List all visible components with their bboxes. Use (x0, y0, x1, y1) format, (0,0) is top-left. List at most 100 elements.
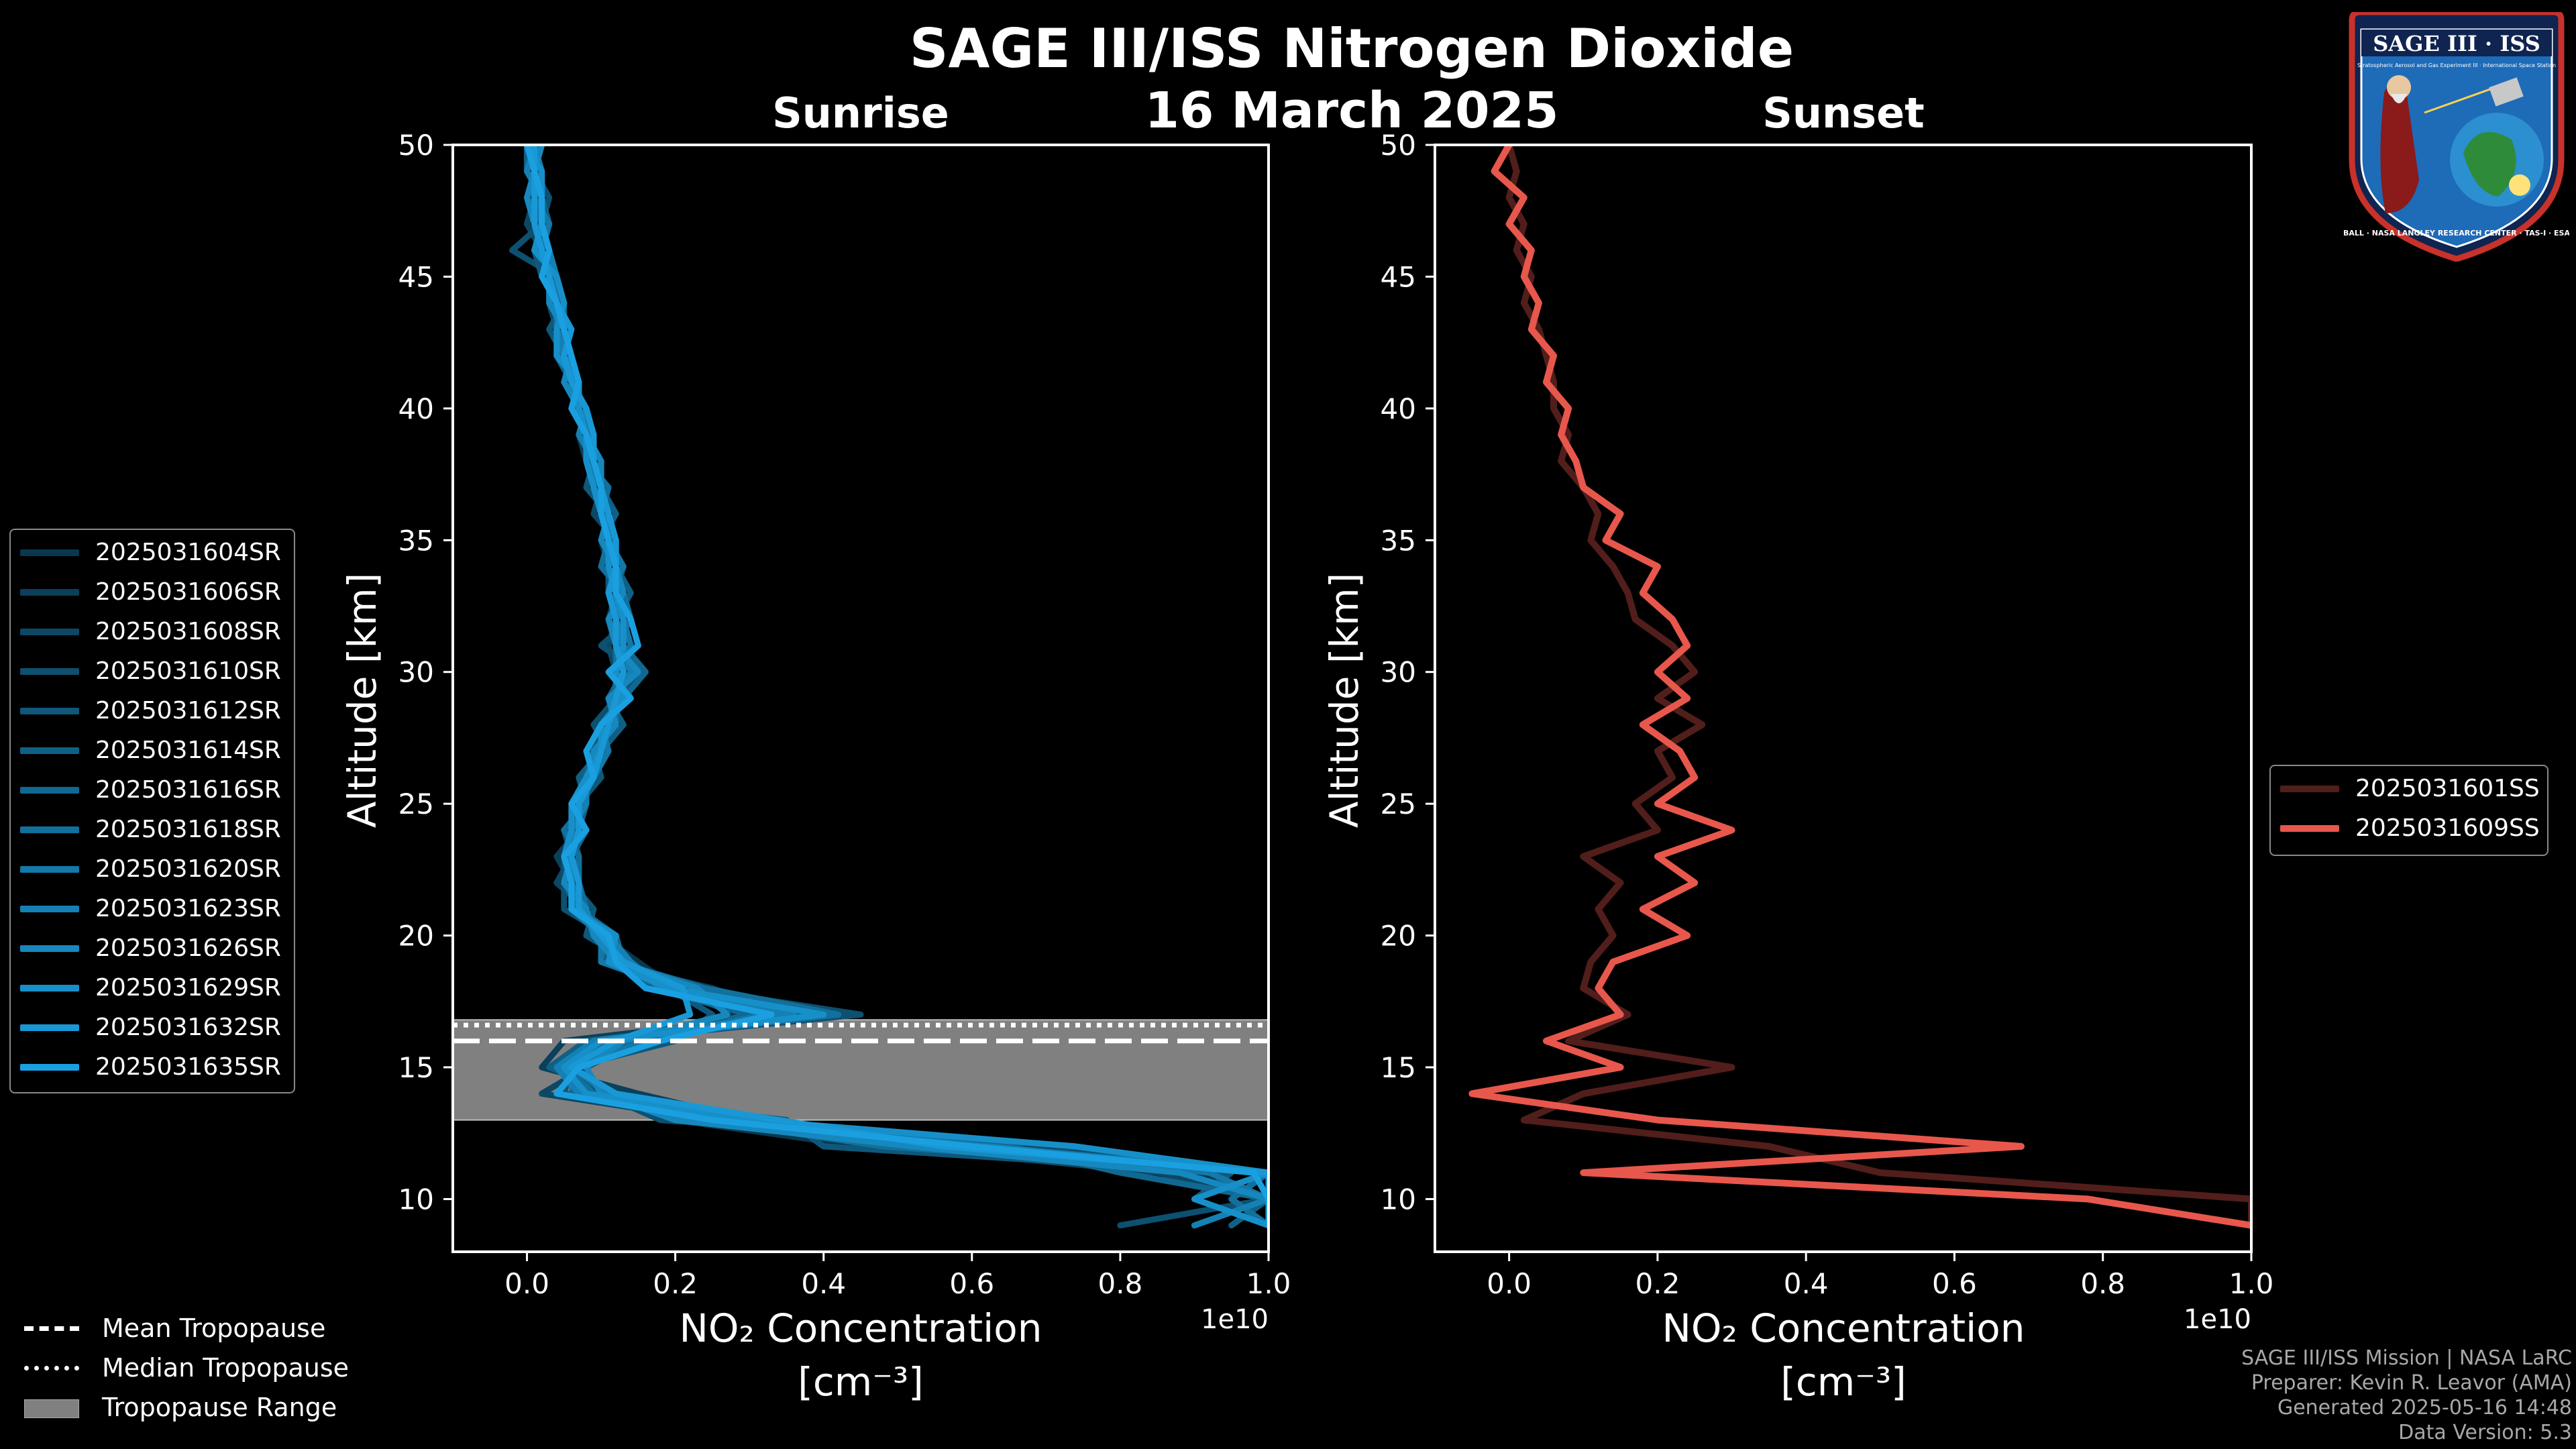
legend-tropopause-range: Tropopause Range (24, 1387, 349, 1427)
legend-label: 2025031620SR (95, 855, 281, 883)
y-tick-label: 35 (398, 524, 434, 557)
sunset-axes-frame (1434, 144, 2253, 1253)
y-tick-label: 40 (398, 392, 434, 425)
legend-swatch (20, 1063, 79, 1071)
legend-label: 2025031608SR (95, 618, 281, 645)
mean-tropopause-label: Mean Tropopause (102, 1313, 326, 1343)
legend-entry-2025031610SR: 2025031610SR (11, 651, 294, 691)
legend-label: 2025031616SR (95, 776, 281, 804)
sunrise-axes-frame (451, 144, 1270, 1253)
sunrise-title: Sunrise (772, 89, 949, 138)
footer-generated: Generated 2025-05-16 14:48 (2277, 1396, 2572, 1419)
legend-swatch (2280, 785, 2339, 792)
y-tick-label: 20 (398, 920, 434, 953)
legend-entry-2025031601SS: 2025031601SS (2271, 769, 2547, 808)
logo-subtitle: Stratospheric Aerosol and Gas Experiment… (2357, 62, 2556, 68)
legend-swatch (20, 667, 79, 675)
legend-label: 2025031604SR (95, 539, 281, 566)
legend-swatch (20, 588, 79, 596)
sunrise-xlabel: NO₂ Concentration (679, 1305, 1042, 1351)
y-tick-label: 35 (1381, 524, 1416, 557)
legend-label: 2025031606SR (95, 578, 281, 606)
sunset-panel: Sunset Altitude [km] NO₂ Concentration [… (1322, 89, 2273, 1405)
logo-ring-text: BALL · NASA LANGLEY RESEARCH CENTER · TA… (2344, 229, 2569, 237)
series-line-2025031635SR (524, 145, 1269, 1229)
sunrise-legend: 2025031604SR 2025031606SR 2025031608SR 2025… (9, 529, 295, 1093)
median-tropopause-label: Median Tropopause (102, 1352, 349, 1383)
dashed-line-icon (24, 1320, 79, 1336)
footer-credits: SAGE III/ISS Mission | NASA LaRC Prepare… (2241, 1346, 2572, 1445)
legend-entry-2025031626SR: 2025031626SR (11, 928, 294, 968)
legend-swatch (20, 865, 79, 873)
legend-label: 2025031635SR (95, 1053, 281, 1081)
x-tick-label: 0.4 (1784, 1267, 1829, 1300)
sunset-title: Sunset (1762, 89, 1925, 138)
y-tick-label: 30 (398, 656, 434, 689)
x-tick-label: 0.8 (1098, 1267, 1143, 1300)
x-tick-label: 1.0 (2229, 1267, 2274, 1300)
sunset-xlabel: NO₂ Concentration (1662, 1305, 2025, 1351)
legend-median-tropopause: Median Tropopause (24, 1348, 349, 1387)
x-tick-label: 1.0 (1246, 1267, 1291, 1300)
legend-label: 2025031610SR (95, 657, 281, 685)
legend-swatch (20, 549, 79, 556)
logo-title: SAGE III · ISS (2373, 31, 2540, 56)
sunset-plot-area (1468, 145, 2251, 1229)
y-tick-label: 50 (398, 129, 434, 162)
legend-entry-2025031616SR: 2025031616SR (11, 770, 294, 810)
figure-date: 16 March 2025 (1144, 82, 1558, 140)
legend-swatch (20, 1024, 79, 1031)
sunrise-xlabel-unit: [cm⁻³] (798, 1359, 924, 1405)
y-tick-label: 25 (1381, 788, 1416, 820)
series-line-2025031609SS (1468, 145, 2251, 1229)
y-tick-label: 15 (1381, 1051, 1416, 1084)
tropopause-range-label: Tropopause Range (102, 1392, 337, 1422)
legend-entry-2025031606SR: 2025031606SR (11, 572, 294, 612)
legend-entry-2025031614SR: 2025031614SR (11, 731, 294, 770)
x-tick-label: 0.0 (504, 1267, 549, 1300)
sage-mission-patch-logo: SAGE III · ISS Stratospheric Aerosol and… (2344, 12, 2569, 262)
legend-label: 2025031614SR (95, 737, 281, 764)
legend-mean-tropopause: Mean Tropopause (24, 1308, 349, 1348)
x-tick-label: 0.6 (1932, 1267, 1977, 1300)
legend-entry-2025031635SR: 2025031635SR (11, 1047, 294, 1087)
sunrise-offset-text: 1e10 (1201, 1304, 1269, 1335)
y-tick-label: 25 (398, 788, 434, 820)
sunrise-ylabel: Altitude [km] (339, 573, 385, 828)
y-tick-label: 50 (1381, 129, 1416, 162)
legend-swatch (20, 786, 79, 794)
legend-swatch (20, 984, 79, 991)
legend-swatch (20, 628, 79, 635)
gray-box-icon (24, 1399, 79, 1418)
legend-label: 2025031632SR (95, 1014, 281, 1041)
legend-entry-2025031632SR: 2025031632SR (11, 1008, 294, 1047)
y-tick-label: 10 (398, 1183, 434, 1216)
legend-entry-2025031620SR: 2025031620SR (11, 849, 294, 889)
sunset-ylabel: Altitude [km] (1322, 573, 1367, 828)
legend-entry-2025031608SR: 2025031608SR (11, 612, 294, 651)
sunset-legend: 2025031601SS 2025031609SS (2269, 765, 2548, 856)
y-tick-label: 45 (1381, 260, 1416, 293)
y-tick-label: 40 (1381, 392, 1416, 425)
figure-title: SAGE III/ISS Nitrogen Dioxide (910, 17, 1794, 80)
legend-label: 2025031623SR (95, 895, 281, 922)
y-tick-label: 30 (1381, 656, 1416, 689)
x-tick-label: 0.2 (1635, 1267, 1680, 1300)
x-tick-label: 0.2 (653, 1267, 698, 1300)
legend-swatch (20, 747, 79, 754)
footer-version: Data Version: 5.3 (2398, 1421, 2572, 1444)
sunrise-panel: Sunrise Altitude [km] NO₂ Concentration … (339, 89, 1291, 1405)
sunrise-plot-area (453, 145, 1269, 1229)
y-tick-label: 10 (1381, 1183, 1416, 1216)
x-tick-label: 0.8 (2080, 1267, 2125, 1300)
sunset-offset-text: 1e10 (2184, 1304, 2251, 1335)
tropopause-legend: Mean Tropopause Median Tropopause Tropop… (24, 1308, 349, 1427)
legend-entry-2025031618SR: 2025031618SR (11, 810, 294, 849)
legend-entry-2025031629SR: 2025031629SR (11, 968, 294, 1008)
sunset-xlabel-unit: [cm⁻³] (1780, 1359, 1907, 1405)
dotted-line-icon (24, 1360, 79, 1376)
legend-label: 2025031626SR (95, 934, 281, 962)
legend-label: 2025031629SR (95, 974, 281, 1002)
legend-entry-2025031623SR: 2025031623SR (11, 889, 294, 928)
